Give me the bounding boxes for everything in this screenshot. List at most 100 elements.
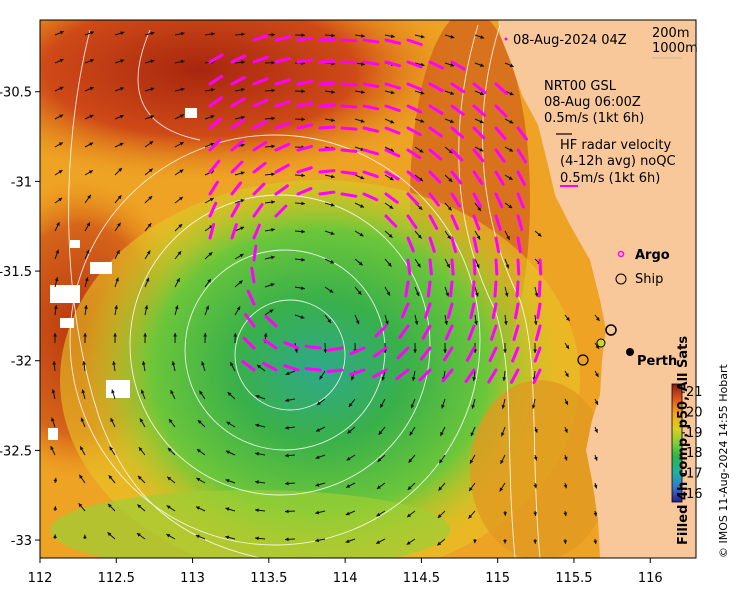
current-arrow-head <box>378 430 383 435</box>
current-arrow-head <box>505 264 510 269</box>
perth-label: Perth <box>637 354 677 369</box>
hf-radar-arrow <box>384 82 401 90</box>
current-arrow-head <box>147 223 152 228</box>
hf-radar-arrow <box>421 324 432 340</box>
current-arrow-head <box>593 484 598 489</box>
current-arrow-head <box>594 428 598 433</box>
current-arrow-head <box>533 321 538 325</box>
hf-radar-arrow <box>516 148 528 164</box>
current-arrow-head <box>271 200 275 204</box>
colorbar-tick-label: 17 <box>686 467 703 482</box>
current-arrow-head <box>53 506 58 510</box>
current-arrow-head <box>406 541 411 545</box>
current-arrow-head <box>116 250 120 255</box>
hf-radar-arrow <box>398 324 410 339</box>
current-arrow-head <box>315 455 320 460</box>
hf-radar-arrow <box>384 170 400 181</box>
hf-radar-arrow <box>208 201 218 218</box>
perth-marker <box>626 348 634 356</box>
current-arrow-head <box>380 403 384 408</box>
current-arrow-head <box>137 475 142 480</box>
current-arrow-head <box>150 59 155 64</box>
hf-radar-vectors <box>208 34 543 385</box>
current-arrow-head <box>330 259 335 264</box>
hf-radar-arrow <box>362 126 380 133</box>
current-arrow-head <box>503 512 508 516</box>
hf-radar-arrow <box>472 192 483 208</box>
hf-radar-arrow <box>395 368 410 381</box>
current-arrow-head <box>118 167 123 172</box>
current-arrow-head <box>330 174 335 179</box>
hf-radar-arrow <box>296 80 314 86</box>
hf-radar-arrow <box>252 98 269 108</box>
hf-radar-arrow <box>488 346 498 363</box>
current-arrow-head <box>271 227 275 232</box>
hf-label-line3: 0.5m/s (1kt 6h) <box>560 171 660 186</box>
hf-radar-arrow <box>244 313 256 328</box>
current-arrow-head <box>416 263 421 268</box>
hf-radar-arrow <box>472 258 477 276</box>
current-arrow-head <box>241 32 245 37</box>
hf-radar-arrow <box>340 60 358 65</box>
current-arrow-head <box>315 538 320 543</box>
hf-radar-arrow <box>373 346 388 358</box>
hf-radar-arrow <box>274 121 291 130</box>
hf-radar-arrow <box>428 148 443 161</box>
current-arrow-head <box>447 206 452 211</box>
current-arrow-head <box>438 486 443 491</box>
hf-radar-arrow <box>264 314 278 328</box>
current-arrow-head <box>469 459 474 464</box>
hf-radar-arrow <box>274 142 291 152</box>
current-arrow-head <box>439 459 443 464</box>
current-arrow-head <box>386 291 391 296</box>
current-arrow-head <box>255 508 259 513</box>
argo-legend: Argo <box>617 248 670 263</box>
hf-radar-arrow <box>274 184 289 196</box>
y-axis: -30.5 -31 -31.5 -32 -32.5 -33 <box>0 86 40 549</box>
current-arrow-head <box>84 277 89 282</box>
current-arrow-head <box>563 540 568 544</box>
hf-radar-arrow <box>516 170 526 186</box>
hf-radar-arrow <box>296 36 314 42</box>
current-arrow-head <box>301 257 305 262</box>
current-arrow-head <box>390 34 395 39</box>
ship-legend: Ship <box>615 272 663 287</box>
current-arrow-head <box>361 33 365 38</box>
y-tick-label: -32 <box>11 355 32 370</box>
current-arrow-head <box>285 481 289 486</box>
current-arrow-head <box>593 512 598 517</box>
current-arrow-head <box>595 372 599 377</box>
hf-radar-arrow <box>384 192 399 204</box>
current-arrow-head <box>470 432 475 437</box>
hf-radar-arrow <box>262 338 278 350</box>
hf-radar-arrow <box>374 324 388 338</box>
hf-radar-arrow <box>512 324 520 341</box>
current-arrow-head <box>417 234 422 239</box>
current-arrow-head <box>53 305 58 309</box>
hf-radar-arrow <box>441 368 454 383</box>
hf-radar-arrow <box>362 82 380 89</box>
current-arrow-head <box>508 204 513 209</box>
datetime-dot <box>504 37 508 41</box>
ship-marker <box>615 273 627 285</box>
hf-radar-arrow <box>406 236 415 253</box>
current-arrow-head <box>82 361 87 365</box>
current-arrow-head <box>534 428 538 433</box>
warm-north-region <box>40 20 460 180</box>
current-arrow-head <box>420 119 425 123</box>
current-arrow-head <box>441 404 445 409</box>
current-arrow-head <box>376 512 381 517</box>
current-arrow-head <box>59 114 64 119</box>
current-arrow-head <box>89 142 94 147</box>
current-arrow-head <box>410 404 415 409</box>
hf-radar-arrow <box>340 148 358 153</box>
current-arrow-head <box>114 305 119 309</box>
current-arrow-head <box>361 62 365 66</box>
current-arrow-head <box>143 333 148 337</box>
current-arrow-head <box>255 536 259 541</box>
hf-label-line1: HF radar velocity <box>560 138 672 153</box>
current-arrow-head <box>255 423 260 428</box>
current-arrow-head <box>420 90 425 95</box>
hf-radar-arrow <box>400 302 410 319</box>
hf-radar-arrow <box>208 74 224 86</box>
